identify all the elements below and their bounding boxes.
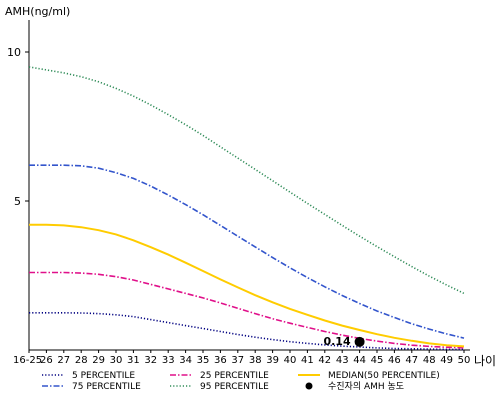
x-tick-label: 32 [144,355,157,366]
x-tick-label: 26 [40,355,53,366]
x-tick-label: 30 [110,355,123,366]
y-axis-ticks: 5 10 [7,46,29,208]
series-line-2 [29,271,465,349]
x-tick-label: 48 [423,355,436,366]
x-tick-label: 33 [162,355,175,366]
y-tick-label: 5 [14,195,21,208]
y-tick-label: 10 [7,46,21,59]
legend: 5 PERCENTILE 25 PERCENTILE MEDIAN(50 PERCE… [42,371,440,392]
x-tick-label: 37 [231,355,244,366]
x-tick-label: 42 [318,355,331,366]
x-tick-label: 39 [266,355,279,366]
x-tick-label: 27 [57,355,70,366]
legend-label-4: 75 PERCENTILE [72,382,141,392]
x-tick-label: 29 [92,355,105,366]
legend-patient-label: 수진자의 AMH 농도 [328,381,404,392]
x-tick-label: 40 [284,355,297,366]
x-tick-label: 49 [440,355,453,366]
series-line-1 [29,311,464,351]
x-tick-label: 47 [405,355,418,366]
x-tick-label: 28 [75,355,88,366]
patient-marker-group: 0.14 [323,335,365,348]
legend-label-2: 25 PERCENTILE [200,371,269,381]
x-tick-label: 31 [127,355,140,366]
series-line-3 [29,223,465,348]
legend-label-3: MEDIAN(50 PERCENTILE) [328,371,440,381]
legend-patient-swatch [305,382,313,390]
x-tick-label: 44 [353,355,366,366]
x-tick-label: 35 [197,355,210,366]
x-tick-label: 16-25 [13,355,42,366]
legend-label-5: 95 PERCENTILE [200,382,269,392]
series-line-5 [28,66,465,295]
patient-value-label: 0.14 [323,335,350,348]
x-tick-label: 43 [336,355,349,366]
x-tick-label: 36 [214,355,227,366]
series-lines [28,66,465,351]
x-tick-label: 50 [458,355,471,366]
series-line-4 [29,164,465,339]
x-tick-label: 46 [388,355,401,366]
x-tick-label: 34 [179,355,192,366]
legend-label-1: 5 PERCENTILE [72,371,135,381]
x-axis-label: 나이 [474,354,496,368]
y-axis-label: AMH(ng/ml) [5,5,70,18]
x-tick-label: 45 [371,355,384,366]
patient-marker [354,336,365,347]
x-tick-label: 38 [249,355,262,366]
x-tick-label: 41 [301,355,314,366]
